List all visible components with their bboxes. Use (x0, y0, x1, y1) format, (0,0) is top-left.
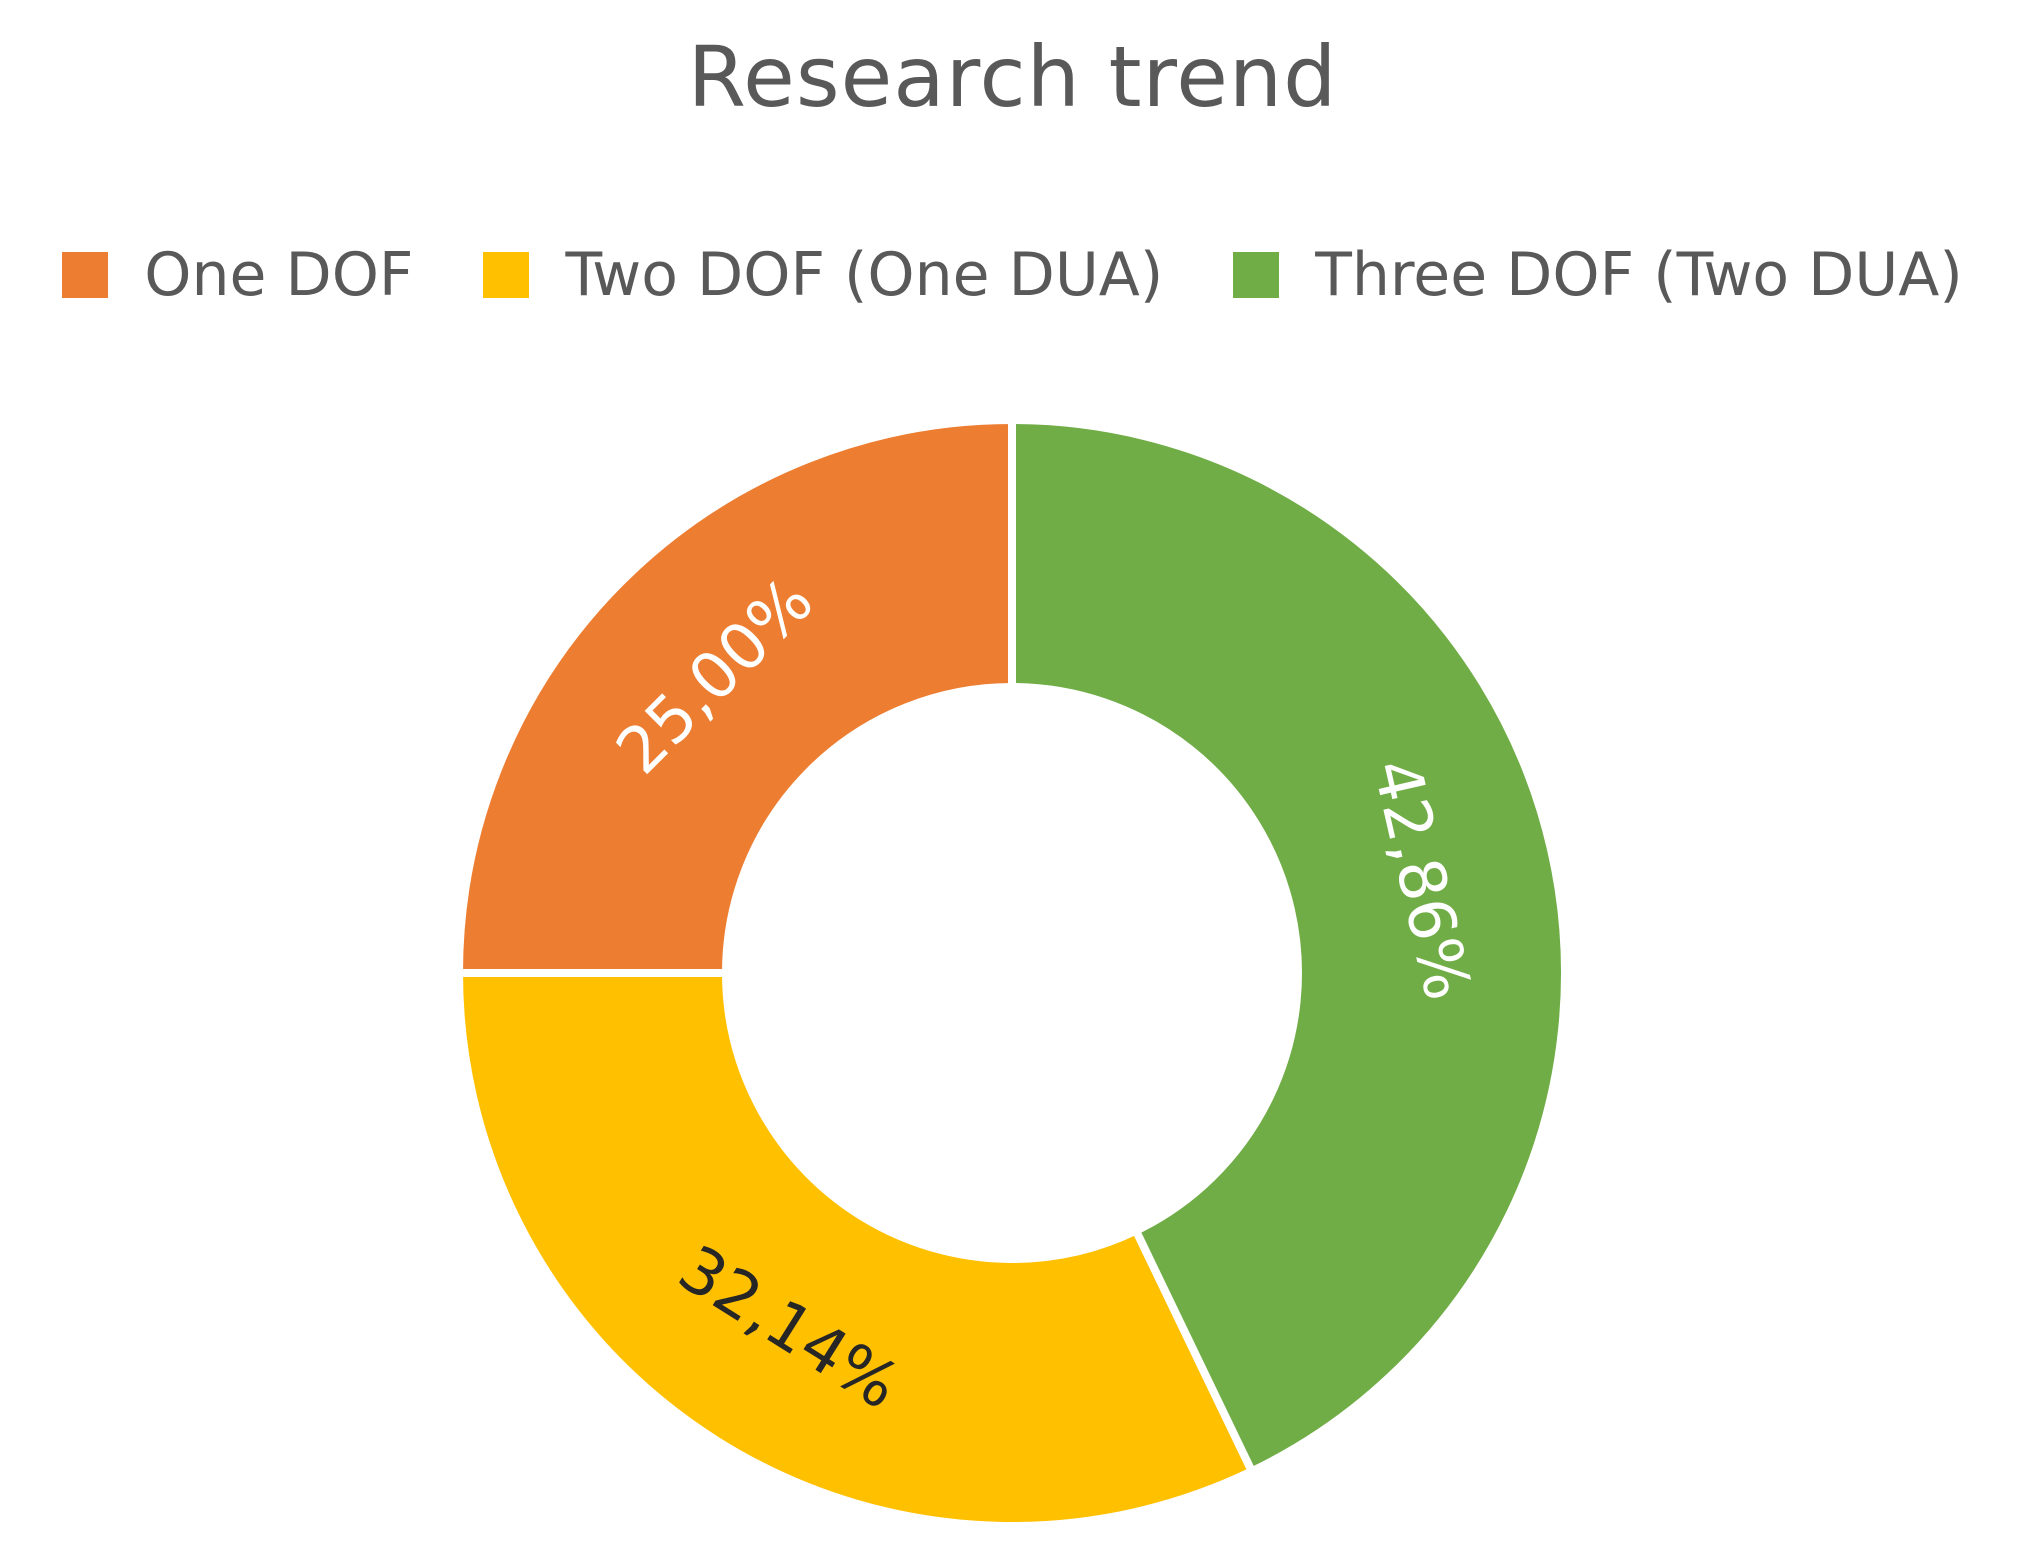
legend-swatch-two-dof (483, 252, 530, 298)
legend-item-one-dof: One DOF (62, 240, 413, 310)
chart-title: Research trend (687, 28, 1338, 126)
donut-slice-two-dof (454, 969, 1258, 1530)
donut-slice-one-dof (454, 415, 1016, 977)
legend-label-three-dof: Three DOF (Two DUA) (1315, 240, 1963, 310)
donut-slice-three-dof (1008, 415, 1569, 1477)
legend-label-one-dof: One DOF (144, 240, 414, 310)
legend-label-two-dof: Two DOF (One DUA) (565, 240, 1164, 310)
legend-item-three-dof: Three DOF (Two DUA) (1233, 240, 1963, 310)
legend-swatch-three-dof (1233, 252, 1280, 298)
legend-swatch-one-dof (62, 252, 109, 298)
legend-item-two-dof: Two DOF (One DUA) (483, 240, 1163, 310)
legend: One DOF Two DOF (One DUA) Three DOF (Two… (0, 240, 2025, 310)
